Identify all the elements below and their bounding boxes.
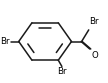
Text: Br: Br bbox=[1, 37, 10, 46]
Text: Br: Br bbox=[89, 17, 99, 26]
Text: Br: Br bbox=[57, 67, 67, 76]
Text: O: O bbox=[91, 51, 98, 60]
